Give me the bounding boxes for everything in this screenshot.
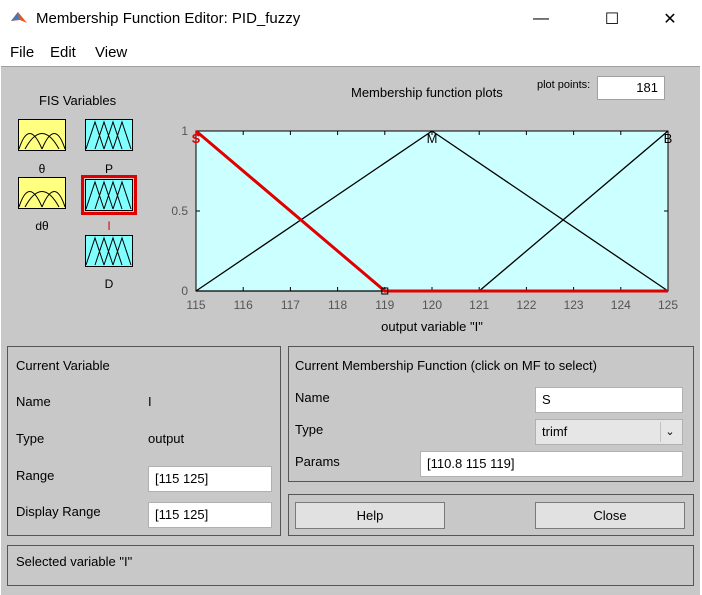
main-area: FIS Variables θ P dθ [1, 66, 700, 339]
plot-points-input[interactable]: 181 [597, 76, 665, 100]
mf-label-s: S [192, 131, 201, 146]
plot-title: Membership function plots [351, 85, 503, 100]
mf-bells-icon [18, 120, 66, 150]
current-mf-heading: Current Membership Function (click on MF… [295, 358, 597, 373]
plot-area [195, 130, 669, 292]
y-tick-label: 0.5 [171, 204, 188, 218]
mf-handle [381, 287, 389, 295]
current-variable-heading: Current Variable [16, 358, 110, 373]
x-tick-label: 121 [469, 298, 489, 312]
fis-variables-label: FIS Variables [39, 93, 117, 108]
x-tick-label: 118 [328, 298, 347, 312]
current-mf-panel: Current Membership Function (click on MF… [288, 346, 694, 482]
status-panel: Selected variable "I" [7, 545, 694, 586]
mf-type-value: trimf [542, 424, 568, 439]
mf-bells-icon [18, 178, 66, 208]
mf-triangles-icon [85, 120, 132, 150]
current-variable-panel: Current Variable Name I Type output Rang… [7, 346, 281, 536]
mf-type-label: Type [295, 422, 324, 437]
x-tick-label: 125 [658, 298, 678, 312]
mf-name-input[interactable]: S [535, 387, 683, 413]
mf-curve-s [195, 129, 668, 293]
mf-label-b: B [664, 131, 673, 146]
bottom-area: Current Variable Name I Type output Rang… [1, 338, 700, 595]
title-bar: Membership Function Editor: PID_fuzzy — … [0, 0, 702, 38]
mf-triangles-icon [85, 180, 132, 210]
range-label: Range [16, 468, 55, 483]
x-tick-label: 124 [611, 298, 631, 312]
window-title: Membership Function Editor: PID_fuzzy [36, 10, 301, 27]
x-tick-label: 116 [234, 298, 253, 312]
fis-var-label-i: I [107, 219, 111, 233]
x-tick-label: 115 [186, 298, 205, 312]
matlab-icon [11, 12, 27, 23]
display-range-label: Display Range [16, 504, 101, 519]
x-axis-label: output variable "I" [381, 319, 483, 334]
fis-var-label-dtheta: dθ [35, 219, 49, 233]
y-tick-label: 1 [181, 124, 188, 138]
var-type-label: Type [16, 431, 45, 446]
menu-view[interactable]: View [95, 44, 128, 61]
fis-var-theta[interactable] [18, 119, 66, 151]
fis-var-i[interactable] [81, 175, 137, 215]
mf-name-label: Name [295, 390, 330, 405]
minimize-icon[interactable]: — [533, 10, 549, 27]
x-tick-label: 119 [375, 298, 394, 312]
fis-var-label-theta: θ [38, 162, 46, 176]
y-tick-label: 0 [181, 284, 188, 298]
menu-file[interactable]: File [10, 44, 35, 61]
menu-edit[interactable]: Edit [50, 44, 76, 61]
fis-var-d[interactable] [85, 235, 133, 267]
mf-plot[interactable]: 115 116 117 118 119 120 121 122 123 124 125 0 0.5 1 M B… [171, 67, 701, 339]
buttons-panel: Help Close [288, 494, 694, 536]
var-name-value: I [148, 394, 152, 409]
fis-var-label-p: P [104, 162, 113, 176]
help-button[interactable]: Help [295, 502, 445, 529]
x-tick-label: 122 [516, 298, 536, 312]
range-input[interactable]: [115 125] [148, 466, 272, 492]
mf-type-select[interactable]: trimf ⌄ [535, 419, 683, 445]
x-tick-label: 117 [281, 298, 300, 312]
plot-points-label: plot points: [537, 79, 591, 91]
close-button[interactable]: Close [535, 502, 685, 529]
menu-bar: File Edit View [0, 38, 702, 66]
x-tick-label: 123 [564, 298, 584, 312]
fis-var-label-d: D [104, 277, 114, 291]
chevron-down-icon: ⌄ [660, 422, 679, 442]
var-name-label: Name [16, 394, 51, 409]
x-tick-label: 120 [422, 298, 442, 312]
fis-var-p[interactable] [85, 119, 133, 151]
var-type-value: output [148, 431, 185, 446]
mf-params-label: Params [295, 454, 340, 469]
display-range-input[interactable]: [115 125] [148, 502, 272, 528]
fis-var-dtheta[interactable] [18, 177, 66, 209]
status-text: Selected variable "I" [16, 554, 133, 569]
mf-triangles-icon [85, 236, 132, 266]
mf-label-m: M [427, 131, 438, 146]
mf-params-input[interactable]: [110.8 115 119] [420, 451, 683, 477]
close-window-icon[interactable]: ✕ [663, 11, 677, 28]
maximize-icon[interactable]: ☐ [604, 11, 620, 28]
mf-curve-m [195, 130, 669, 292]
